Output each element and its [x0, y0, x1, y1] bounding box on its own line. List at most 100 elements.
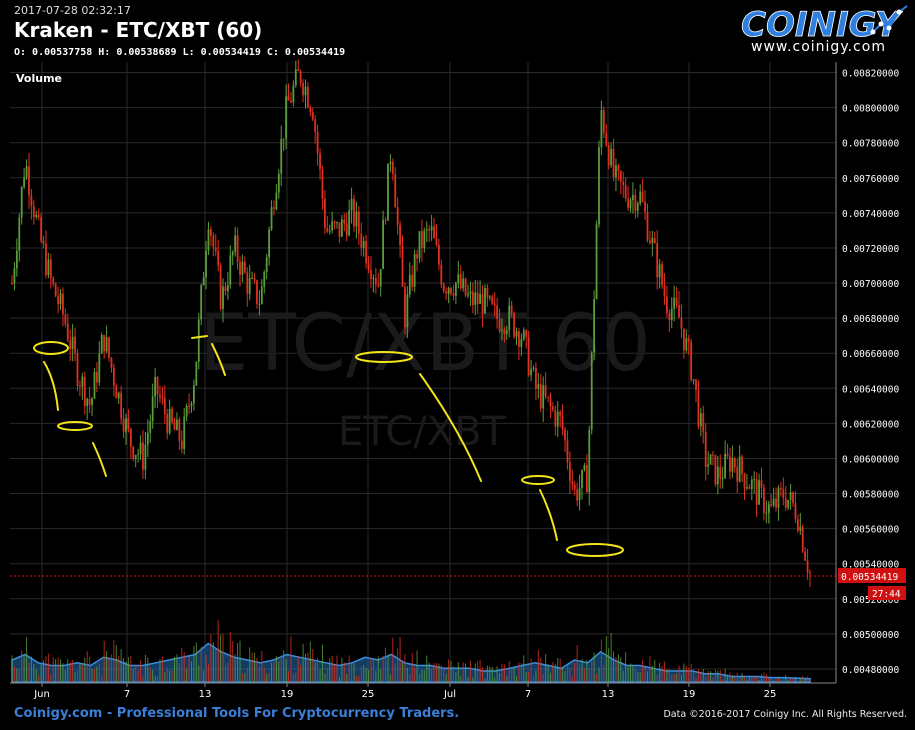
candle-body — [345, 223, 348, 236]
candle-body — [518, 331, 520, 347]
candle-body — [357, 211, 360, 234]
y-tick-label: 0.00620000 — [842, 419, 899, 430]
candle-body — [374, 277, 377, 285]
candle-body — [236, 235, 239, 262]
footer-copyright: Data ©2016-2017 Coinigy Inc. All Rights … — [663, 709, 907, 720]
candle-body — [496, 305, 499, 320]
candle-body — [23, 177, 26, 187]
candle-body — [120, 392, 123, 419]
y-tick-label: 0.00740000 — [842, 209, 899, 220]
candle-body — [423, 230, 426, 248]
candle-body — [520, 339, 523, 347]
candle-body — [251, 277, 254, 279]
candle-body — [98, 353, 101, 383]
y-tick-label: 0.00660000 — [842, 349, 899, 360]
candle-body — [95, 371, 98, 383]
candle-body — [161, 397, 164, 399]
candle-body — [639, 191, 642, 204]
candle-body — [564, 429, 566, 441]
candle-body — [454, 282, 457, 296]
candle-body — [787, 499, 790, 508]
annotation-circle — [566, 543, 624, 557]
candle-body — [360, 233, 363, 248]
candle-body — [268, 229, 271, 258]
candle-body — [171, 408, 173, 422]
candle-body — [45, 243, 47, 276]
candle-body — [28, 166, 30, 196]
candle-body — [522, 330, 525, 340]
candle-body — [302, 82, 304, 96]
candle-body — [413, 254, 416, 287]
candle-body — [401, 245, 404, 287]
candle-body — [612, 148, 615, 178]
candle-body — [367, 263, 370, 270]
candle-body — [542, 385, 545, 409]
candle-body — [634, 194, 637, 211]
candle-body — [239, 261, 241, 275]
y-tick-label: 0.00480000 — [842, 665, 899, 676]
candle-body — [629, 200, 632, 208]
candle-body — [263, 272, 266, 287]
candle-body — [309, 107, 312, 113]
candle-body — [806, 560, 809, 573]
watermark-sub: ETC/XBT — [338, 409, 507, 455]
candle-body — [794, 503, 797, 520]
candle-body — [246, 272, 249, 294]
brand-url[interactable]: www.coinigy.com — [751, 39, 886, 55]
candle-body — [726, 453, 729, 457]
footer-tagline[interactable]: Coinigy.com - Professional Tools For Cry… — [14, 706, 460, 721]
candle-body — [750, 480, 753, 489]
candle-body — [782, 489, 785, 499]
candle-body — [530, 368, 532, 376]
svg-text:COINIGY: COINIGY — [741, 5, 903, 45]
candle-body — [430, 226, 433, 231]
candle-body — [355, 211, 358, 227]
candle-body — [229, 255, 232, 285]
candle-body — [54, 283, 57, 297]
candle-body — [682, 328, 685, 351]
candle-body — [297, 69, 300, 72]
candle-body — [556, 411, 559, 427]
candle-body — [602, 110, 605, 133]
candle-body — [66, 323, 69, 341]
candle-body — [632, 194, 634, 201]
candle-body — [687, 338, 690, 342]
candle-body — [743, 473, 746, 489]
candle-body — [804, 551, 807, 561]
last-price-marker: 0.00534419 27:44 — [10, 568, 906, 600]
candle-body — [724, 453, 727, 478]
candle-body — [275, 192, 278, 209]
candle-body — [47, 259, 50, 276]
y-tick-label: 0.00780000 — [842, 139, 899, 150]
candle-body — [772, 498, 775, 506]
candle-body — [729, 456, 731, 472]
candle-body — [568, 462, 571, 482]
candle-body — [610, 148, 613, 166]
candle-body — [716, 466, 719, 485]
last-price-label: 0.00534419 — [841, 572, 898, 583]
candle-body — [617, 165, 620, 171]
candle-body — [457, 274, 460, 283]
candle-body — [207, 229, 210, 252]
candle-body — [323, 198, 326, 229]
trendline-annotations — [33, 335, 624, 557]
candle-body — [234, 235, 237, 252]
candle-body — [680, 317, 683, 329]
candle-body — [491, 296, 494, 304]
candle-body — [217, 251, 220, 266]
candle-body — [501, 329, 503, 331]
candle-body — [20, 186, 23, 218]
candle-body — [387, 163, 389, 221]
candle-body — [156, 377, 159, 395]
candle-body — [437, 244, 440, 265]
candle-body — [241, 261, 244, 275]
candle-body — [435, 238, 438, 245]
candle-body — [498, 319, 501, 331]
candle-body — [605, 132, 608, 146]
candle-body — [253, 277, 256, 281]
candle-body — [108, 337, 110, 358]
annotation-line — [539, 489, 558, 541]
candle-body — [224, 286, 227, 292]
candle-body — [200, 285, 203, 320]
